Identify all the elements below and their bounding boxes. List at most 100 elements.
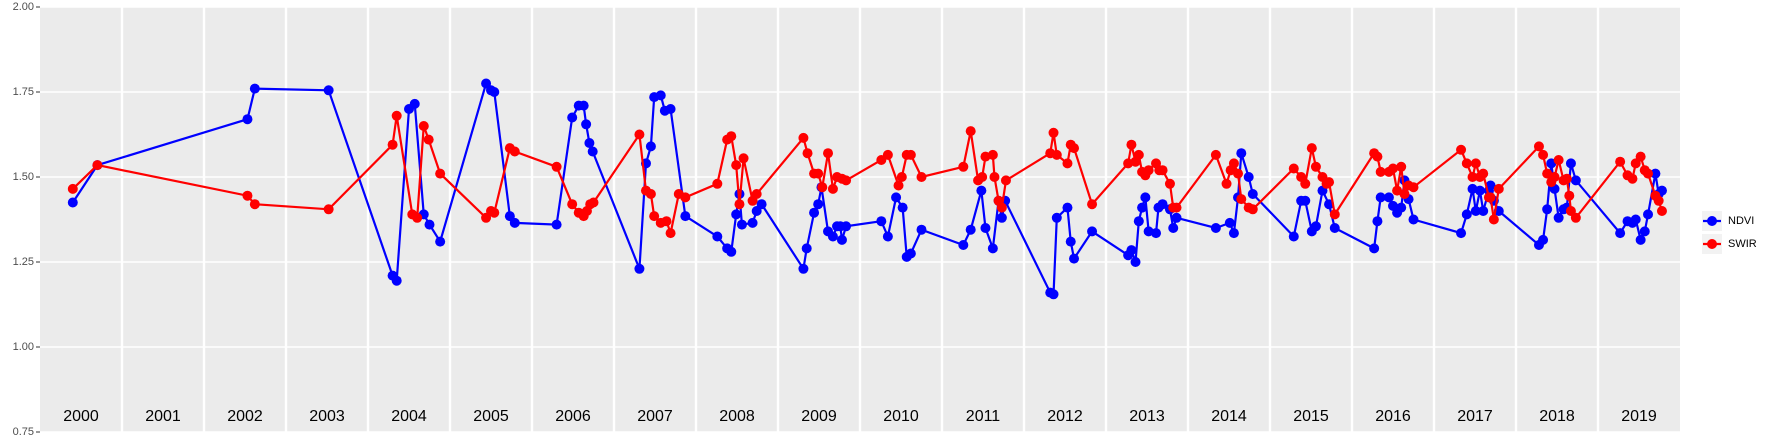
data-point bbox=[1630, 214, 1641, 225]
data-point bbox=[665, 104, 676, 114]
data-point bbox=[435, 236, 446, 247]
data-point bbox=[817, 182, 828, 193]
year-label: 2000 bbox=[63, 408, 99, 425]
data-point bbox=[976, 185, 987, 196]
data-point bbox=[1570, 175, 1581, 186]
year-label: 2007 bbox=[637, 408, 673, 425]
data-point bbox=[958, 161, 969, 172]
data-point bbox=[509, 146, 520, 157]
year-label: 2012 bbox=[1047, 408, 1083, 425]
data-point bbox=[1561, 173, 1572, 184]
year-label: 2006 bbox=[555, 408, 591, 425]
data-point bbox=[1069, 143, 1080, 154]
data-point bbox=[680, 211, 691, 222]
data-point bbox=[1164, 178, 1175, 189]
data-point bbox=[1069, 253, 1080, 264]
data-point bbox=[1538, 149, 1549, 160]
data-point bbox=[578, 100, 589, 111]
data-point bbox=[67, 183, 78, 194]
data-point bbox=[1478, 206, 1489, 216]
year-label: 2005 bbox=[473, 408, 509, 425]
data-point bbox=[1396, 202, 1407, 213]
data-point bbox=[1243, 172, 1254, 182]
data-point bbox=[1639, 226, 1650, 237]
data-point bbox=[891, 192, 902, 203]
data-point bbox=[905, 248, 916, 259]
data-point bbox=[1461, 209, 1472, 220]
data-point bbox=[1288, 231, 1299, 242]
data-point bbox=[649, 211, 660, 222]
data-point bbox=[1051, 212, 1062, 223]
data-point bbox=[1168, 223, 1179, 233]
data-point bbox=[1553, 155, 1564, 165]
data-point bbox=[1635, 234, 1646, 245]
data-point bbox=[1470, 206, 1481, 216]
data-point bbox=[1542, 204, 1553, 215]
year-label: 2009 bbox=[801, 408, 837, 425]
legend-label: SWIR bbox=[1728, 238, 1757, 250]
data-point bbox=[412, 212, 423, 223]
data-point bbox=[1485, 180, 1496, 191]
data-point bbox=[567, 199, 578, 210]
data-point bbox=[987, 149, 998, 160]
data-point bbox=[1375, 166, 1386, 177]
data-point bbox=[489, 207, 500, 218]
data-point bbox=[1549, 172, 1560, 182]
data-point bbox=[680, 192, 691, 203]
y-tick-label: 2.00 bbox=[13, 1, 34, 13]
year-label: 2004 bbox=[391, 408, 427, 425]
data-point bbox=[1171, 202, 1182, 213]
data-point bbox=[391, 110, 402, 121]
data-point bbox=[1157, 165, 1168, 176]
data-point bbox=[1310, 161, 1321, 172]
data-point bbox=[1643, 168, 1654, 179]
data-point bbox=[1372, 151, 1383, 162]
data-point bbox=[1151, 228, 1162, 239]
data-point bbox=[551, 219, 562, 230]
data-point bbox=[965, 126, 976, 137]
data-point bbox=[1143, 165, 1154, 176]
year-label: 2013 bbox=[1129, 408, 1165, 425]
data-point bbox=[801, 243, 812, 254]
data-point bbox=[1300, 195, 1311, 206]
data-point bbox=[1137, 202, 1148, 213]
year-label: 2008 bbox=[719, 408, 755, 425]
data-point bbox=[980, 223, 991, 233]
series bbox=[67, 110, 1667, 239]
data-point bbox=[1126, 245, 1137, 256]
data-point bbox=[1140, 192, 1151, 203]
data-point bbox=[1048, 127, 1059, 138]
data-point bbox=[1615, 156, 1626, 167]
data-point bbox=[242, 114, 253, 125]
y-tick-label: 0.75 bbox=[13, 426, 34, 438]
data-point bbox=[67, 197, 78, 208]
data-point bbox=[1553, 212, 1564, 223]
data-point bbox=[836, 234, 847, 245]
data-point bbox=[1228, 158, 1239, 169]
data-point bbox=[893, 180, 904, 191]
year-label: 2019 bbox=[1621, 408, 1657, 425]
data-point bbox=[989, 172, 1000, 182]
data-point bbox=[1247, 189, 1258, 199]
data-point bbox=[1087, 199, 1098, 210]
data-point bbox=[736, 219, 747, 230]
data-point bbox=[798, 263, 809, 274]
data-point bbox=[1372, 216, 1383, 227]
data-point bbox=[882, 231, 893, 242]
year-label: 2018 bbox=[1539, 408, 1575, 425]
data-point bbox=[977, 172, 988, 182]
data-point bbox=[1570, 212, 1581, 223]
data-point bbox=[1062, 158, 1073, 169]
data-point bbox=[1210, 149, 1221, 160]
data-point bbox=[645, 189, 656, 199]
year-label: 2010 bbox=[883, 408, 919, 425]
data-point bbox=[798, 132, 809, 143]
data-point bbox=[1133, 216, 1144, 227]
data-point bbox=[409, 98, 420, 109]
data-point bbox=[1399, 189, 1410, 199]
data-point bbox=[1306, 143, 1317, 154]
data-point bbox=[823, 148, 834, 159]
year-label: 2017 bbox=[1457, 408, 1493, 425]
data-point bbox=[1485, 192, 1496, 203]
data-point bbox=[387, 139, 398, 150]
